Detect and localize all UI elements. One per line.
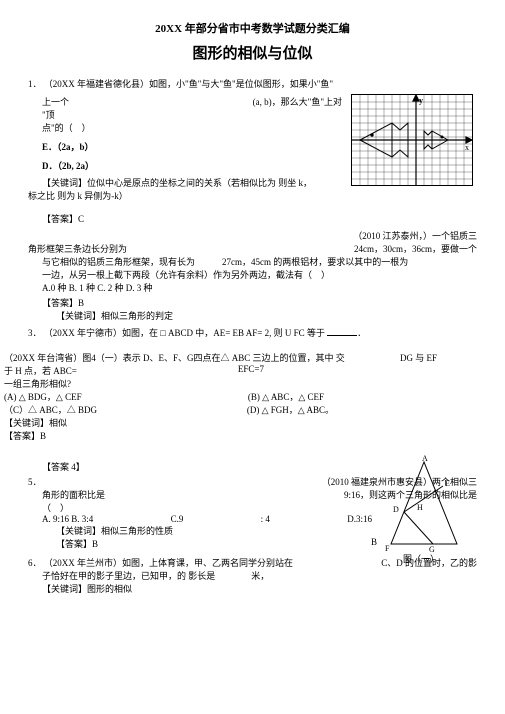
q4-l3: 一组三角形相似? [4,377,477,390]
q4-optD: (D) △ FGH，△ ABC。 [247,403,334,416]
q5-number: 5． [28,477,42,487]
q3-number: 3． [28,328,42,338]
tri-A: A [422,454,428,463]
q1-l2-left: 上一个 [42,95,69,108]
q6-text1: （20XX 年兰州市）如图，上体育课，甲、乙两名同学分别站在 [44,558,293,568]
q1-number: 1． [28,79,42,89]
q3-blank [327,335,357,336]
q6-kw: 【关键词】图形的相似 [28,582,477,595]
q3-text: （20XX 年宁德市）如图，在 □ ABCD 中，AE= EB AF= 2, 则… [44,328,325,338]
q1-l2-mid: (a, b)，那么大"鱼"上对 [253,95,342,108]
tri-H: H [417,503,423,512]
q5-l2: 角形的面积比是 [42,488,105,501]
q4-dgef: DG 与 EF [400,351,477,364]
q2-opts: A.0 种 B. 1 种 C. 2 种 D. 3 种 [28,281,477,294]
header-line1: 20XX 年部分省市中考数学试题分类汇编 [28,20,477,36]
q2-ans: 【答案】B [28,296,477,309]
q4-optA: (A) △ BDG，△ CEF [4,390,82,403]
q5-optC: C.9 [171,514,184,524]
tri-E: E [445,479,450,488]
q1-kw2: 标之比 则为 k 异侧为-k） [28,189,477,202]
q1-ans: 【答案】C [28,212,477,225]
triangle-figure: A E D H F G 图（一） [379,454,469,564]
q2-r1: （2010 江苏泰州，）一个铝质三 [353,229,477,242]
q1-source: （20XX 年福建省德化县）如图，小"鱼"与大"鱼"是位似图形，如果小"鱼" [44,79,333,89]
fish-figure: y x [351,94,473,186]
q4-optB: (B) △ ABC，△ CEF [248,390,324,403]
tri-F: F [385,544,390,553]
q4-optC: （C）△ ABC，△ BDG [4,403,97,416]
q4-intro2: 于 H 点，若 ABC= [4,364,77,377]
q2-kw: 【关键词】相似三角形的判定 [28,309,477,322]
fish-x-label: x [465,143,469,152]
q5-optB: B. 3:4 [71,514,93,524]
q5-colon4: : 4 [261,514,270,524]
q4-efc: EFC=7 [238,364,264,377]
q2-r2: 24cm，30cm，36cm，要做一个 [354,242,477,255]
q6-number: 6． [28,558,42,568]
tri-caption: 图（一） [403,554,439,564]
q5-optD: D.3:16 [347,514,372,524]
q6-text2: 子恰好在甲的影子里边，已知甲，的 影长是 米， [28,569,477,582]
q2-l1l: 角形框架三条边长分别为 [28,242,127,255]
question-1: 1． （20XX 年福建省德化县）如图，小"鱼"与大"鱼"是位似图形，如果小"鱼… [28,77,348,91]
q4-intro: （20XX 年台湾省）图4（一）表示 D、E、F、G四点在△ ABC 三边上的位… [4,351,345,364]
tri-G: G [429,545,435,554]
header-line2: 图形的相似与位似 [28,42,477,63]
fish-y-label: y [419,96,423,105]
q5-ans: 【答案】B [28,537,98,550]
q5-optA: A. 9:16 [42,514,69,524]
q4-ans: 【答案】B [4,429,477,442]
q2-l3: 一边，从另一根上截下两段（允许有余料）作为另外两边，截法有（ ） [28,268,477,281]
q4-kw: 【关键词】相似 [4,416,477,429]
q2-l2: 与它相似的铝质三角形框架，现有长为 27cm，45cm 的两根铝材，要求以其中的… [28,255,477,268]
tri-D: D [393,505,399,514]
